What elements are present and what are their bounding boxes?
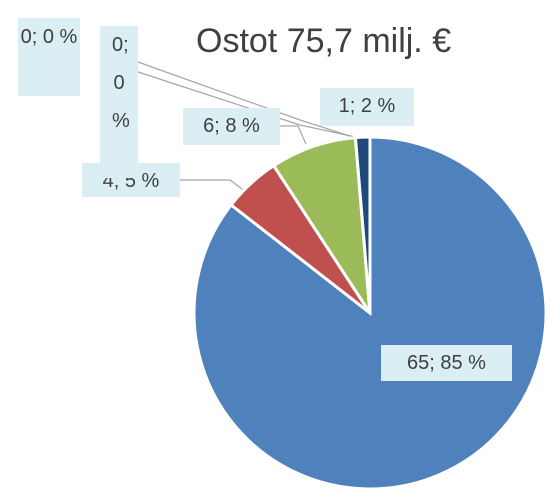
- leader-line: [180, 179, 247, 193]
- leader-lines: [137, 61, 361, 193]
- leader-line: [137, 61, 357, 139]
- leader-line: [137, 71, 361, 139]
- data-label: 0; 0 %: [100, 26, 138, 178]
- data-label: 6; 8 %: [183, 108, 280, 145]
- data-label: 65; 85 %: [381, 345, 512, 381]
- leader-line: [280, 125, 307, 145]
- pie-slice: [353, 135, 372, 314]
- data-label: 1; 2 %: [320, 88, 414, 126]
- data-label: 0; 0 %: [18, 18, 80, 96]
- chart-title: Ostot 75,7 milj. €: [196, 22, 452, 60]
